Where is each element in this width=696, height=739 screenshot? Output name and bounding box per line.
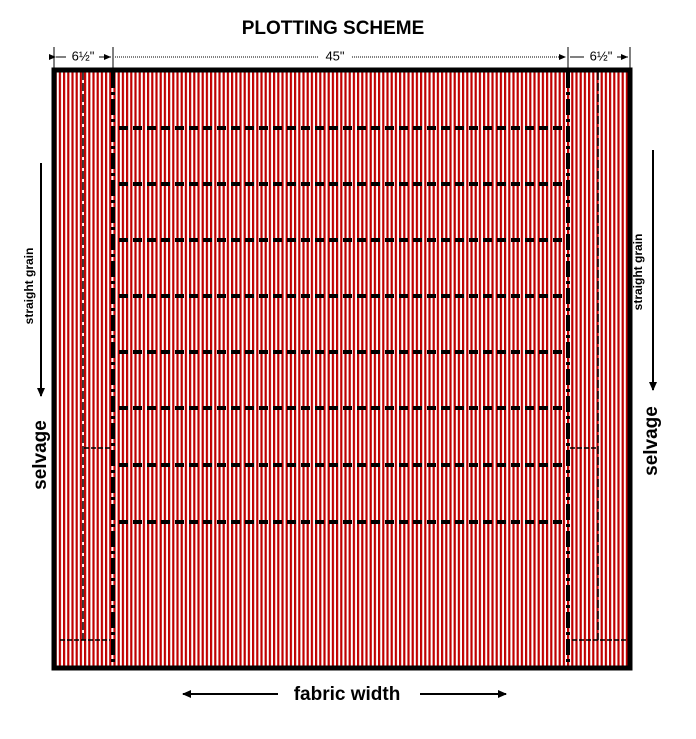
selvage-label: selvage	[30, 420, 51, 490]
dimension-label: 45"	[325, 48, 344, 63]
dimension-line	[49, 47, 631, 68]
grain-label: straight grain	[22, 248, 36, 325]
cut-lines	[60, 72, 626, 666]
width-label: fabric width	[294, 684, 401, 705]
fabric	[51, 67, 633, 671]
title: PLOTTING SCHEME	[242, 18, 425, 39]
dimension-label: 6½"	[72, 48, 95, 63]
dimension-label: 6½"	[590, 48, 613, 63]
selvage-label: selvage	[641, 406, 662, 476]
grain-label: straight grain	[631, 234, 645, 311]
